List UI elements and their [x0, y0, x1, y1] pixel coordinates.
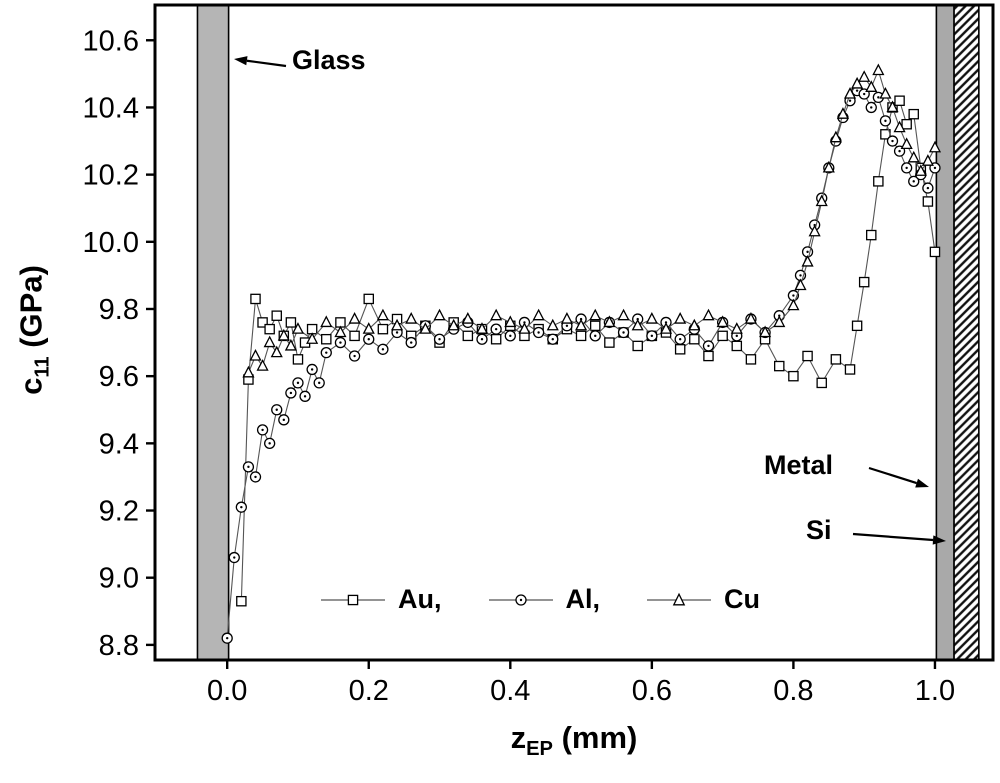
annotation-si-label: Si	[806, 515, 832, 545]
x-axis-label: zEP (mm)	[511, 720, 638, 761]
legend-marker-triangle-icon	[647, 592, 712, 605]
y-tick-label: 10.4	[83, 92, 139, 124]
y-tick-label: 9.8	[99, 294, 139, 326]
legend-label-al: Al,	[565, 584, 601, 614]
series-al	[221, 85, 941, 644]
legend-label-au: Au,	[398, 584, 442, 614]
x-tick-label: 0.0	[207, 675, 247, 707]
annotation-metal-label: Metal	[764, 450, 834, 480]
x-axis-label-rest: (mm)	[552, 720, 638, 755]
x-tick-label: 0.6	[632, 675, 672, 707]
glass-band	[196, 4, 230, 661]
metal-band	[935, 4, 955, 661]
y-tick-label: 9.2	[99, 496, 139, 528]
y-tick-label: 9.0	[99, 563, 139, 595]
y-tick-label: 10.6	[83, 25, 139, 57]
series-au	[236, 95, 941, 607]
y-tick-label: 10.0	[83, 227, 139, 259]
si-band	[953, 4, 980, 661]
axis-frame	[153, 3, 995, 662]
legend-item-al: Al,	[486, 584, 601, 615]
legend-item-au: Au,	[318, 584, 442, 615]
y-tick-label: 10.2	[83, 160, 139, 192]
legend-marker-square-icon	[321, 594, 385, 605]
y-tick-label: 9.6	[99, 361, 139, 393]
legend: Au, Al, Cu	[318, 584, 760, 615]
x-tick-label: 0.2	[349, 675, 389, 707]
y-tick-label: 8.8	[99, 630, 139, 662]
x-tick-label: 0.4	[490, 675, 530, 707]
y-tick-label: 9.4	[99, 428, 139, 460]
x-axis-label-main: z	[510, 720, 527, 755]
axis-ticks: 0.0 0.2 0.4 0.6 0.8 1.0 8.8 9.0 9.2 9.4 9.6 9.8 10.0…	[83, 25, 956, 707]
y-axis-label-sub: 11	[31, 356, 54, 378]
series-cu	[242, 63, 942, 378]
legend-marker-circle-icon	[488, 593, 553, 606]
legend-item-cu: Cu	[644, 584, 760, 615]
annotation-glass-label: Glass	[292, 45, 366, 75]
x-tick-label: 0.8	[773, 675, 813, 707]
annotation-arrows	[234, 56, 946, 545]
x-axis-label-sub: EP	[526, 738, 553, 761]
y-axis-label-rest: (GPa)	[13, 265, 49, 357]
y-axis-label: c11 (GPa)	[13, 265, 54, 395]
x-tick-label: 1.0	[915, 675, 955, 707]
legend-label-cu: Cu	[724, 584, 761, 614]
y-axis-label-main: c	[13, 377, 49, 395]
